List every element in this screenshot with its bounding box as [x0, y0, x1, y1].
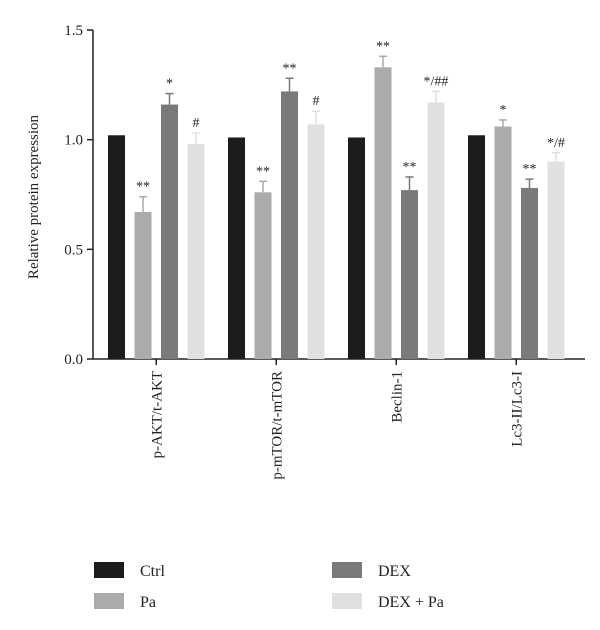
- bar: [254, 192, 272, 359]
- bar: [187, 144, 205, 359]
- category-label: Lc3-II/Lc3-I: [509, 371, 525, 447]
- significance-label: */#: [547, 136, 565, 151]
- y-axis-title: Relative protein expression: [26, 114, 42, 279]
- bar: [307, 124, 325, 360]
- significance-label: **: [523, 162, 537, 177]
- legend-swatch: [332, 562, 362, 578]
- y-tick-label: 1.0: [64, 133, 83, 149]
- y-tick-label: 0.0: [64, 352, 83, 368]
- significance-label: *: [166, 77, 173, 92]
- significance-label: */##: [424, 74, 449, 89]
- legend-swatch: [332, 593, 362, 609]
- category-label: p-mTOR/t-mTOR: [269, 371, 285, 480]
- bar: [547, 161, 565, 359]
- legend-label: DEX + Pa: [378, 594, 444, 611]
- bar: [468, 135, 485, 359]
- legend-label: DEX: [378, 563, 411, 580]
- significance-label: #: [313, 94, 320, 109]
- bar: [348, 137, 365, 359]
- significance-label: **: [283, 61, 297, 76]
- category-label: p-AKT/t-AKT: [149, 371, 165, 458]
- bar: [401, 190, 418, 359]
- bar: [521, 187, 538, 359]
- bar: [374, 67, 392, 359]
- significance-label: #: [193, 116, 200, 131]
- significance-label: *: [500, 103, 507, 118]
- legend-label: Ctrl: [140, 563, 165, 580]
- bar: [134, 212, 152, 359]
- y-tick-label: 1.5: [64, 23, 83, 39]
- significance-label: **: [256, 164, 270, 179]
- bar: [161, 104, 178, 359]
- legend-swatch: [94, 593, 124, 609]
- bar: [108, 135, 125, 359]
- bar: [427, 102, 445, 359]
- significance-label: **: [403, 160, 417, 175]
- y-tick-label: 0.5: [64, 242, 83, 258]
- legend-label: Pa: [140, 594, 156, 611]
- bar: [228, 137, 245, 359]
- significance-label: **: [136, 180, 150, 195]
- legend-swatch: [94, 562, 124, 578]
- category-label: Beclin-1: [389, 371, 405, 423]
- bar: [281, 91, 298, 359]
- significance-label: **: [376, 39, 390, 54]
- bar: [494, 126, 512, 359]
